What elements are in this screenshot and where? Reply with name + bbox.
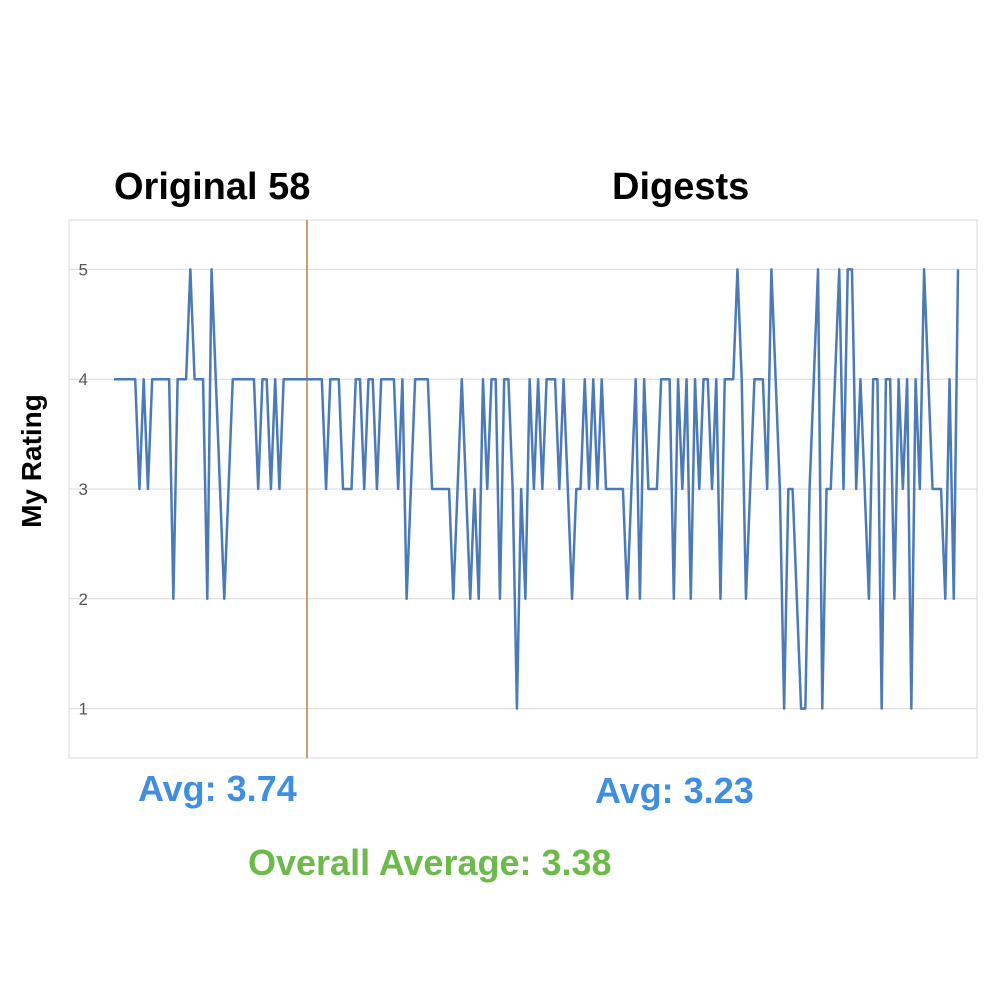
left-section-heading: Original 58 — [114, 166, 311, 208]
y-tick-label-4: 4 — [79, 370, 88, 389]
right-section-heading: Digests — [612, 166, 750, 208]
y-tick-label-1: 1 — [79, 700, 88, 719]
y-tick-label-3: 3 — [79, 480, 88, 499]
rating-series-line — [114, 268, 960, 710]
y-tick-label-2: 2 — [79, 590, 88, 609]
right-average-label: Avg: 3.23 — [595, 770, 754, 811]
left-average-label: Avg: 3.74 — [138, 768, 297, 809]
y-tick-labels: 1 2 3 4 5 — [79, 260, 88, 718]
y-tick-label-5: 5 — [79, 260, 88, 279]
overall-average-label: Overall Average: 3.38 — [248, 842, 612, 883]
